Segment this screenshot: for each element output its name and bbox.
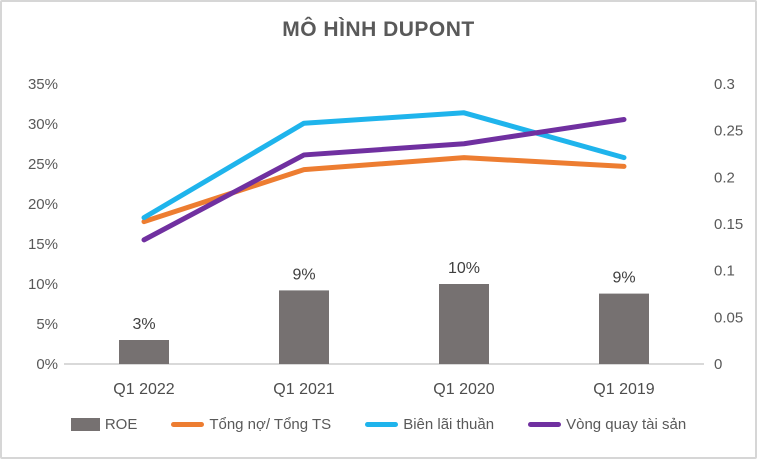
margin-line-swatch-icon: [365, 422, 399, 427]
right-axis-tick: 0.25: [714, 123, 743, 140]
x-axis-label: Q1 2021: [273, 381, 334, 398]
legend-label: ROE: [104, 416, 138, 433]
right-axis-tick: 0.3: [714, 76, 735, 93]
x-axis-label: Q1 2020: [433, 381, 494, 398]
legend: ROE Tổng nợ/ Tổng TS Biên lãi thuần Vòng…: [2, 416, 755, 433]
left-axis-tick: 25%: [28, 156, 58, 173]
roe-bar: [279, 290, 329, 364]
left-axis-tick: 35%: [28, 76, 58, 93]
right-axis-tick: 0.1: [714, 263, 735, 280]
roe-bar: [599, 293, 649, 364]
right-axis-tick: 0.05: [714, 309, 743, 326]
bar-data-label: 9%: [612, 270, 635, 287]
left-axis-tick: 30%: [28, 116, 58, 133]
legend-item-roe: ROE: [70, 416, 138, 433]
right-axis-tick: 0.15: [714, 216, 743, 233]
turnover-line-swatch-icon: [528, 422, 562, 427]
line-series: [141, 116, 627, 243]
line-series: [141, 110, 627, 221]
left-axis-tick: 20%: [28, 196, 58, 213]
roe-bar: [439, 284, 489, 364]
right-axis-tick: 0.2: [714, 169, 735, 186]
legend-label: Biên lãi thuần: [403, 416, 495, 433]
debt-line-swatch-icon: [171, 422, 205, 427]
x-axis-label: Q1 2022: [113, 381, 174, 398]
bar-data-label: 10%: [448, 260, 480, 277]
roe-bar-swatch-icon: [70, 418, 100, 431]
left-axis-tick: 15%: [28, 236, 58, 253]
legend-item-bien-lai-thuan: Biên lãi thuần: [365, 416, 494, 433]
legend-label: Vòng quay tài sản: [566, 416, 687, 433]
line-series: [141, 155, 627, 225]
bar-data-label: 9%: [292, 266, 315, 283]
right-axis-tick: 0: [714, 356, 722, 373]
left-axis-tick: 0%: [36, 356, 58, 373]
legend-label: Tổng nợ/ Tổng TS: [209, 416, 332, 433]
x-axis-label: Q1 2019: [593, 381, 654, 398]
legend-item-vong-quay-tai-san: Vòng quay tài sản: [528, 416, 686, 433]
legend-item-tong-no-tong-ts: Tổng nợ/ Tổng TS: [171, 416, 331, 433]
roe-bar: [119, 340, 169, 364]
bar-data-label: 3%: [132, 316, 155, 333]
left-axis-tick: 10%: [28, 276, 58, 293]
chart-title: MÔ HÌNH DUPONT: [282, 18, 475, 41]
left-axis-tick: 5%: [36, 316, 58, 333]
